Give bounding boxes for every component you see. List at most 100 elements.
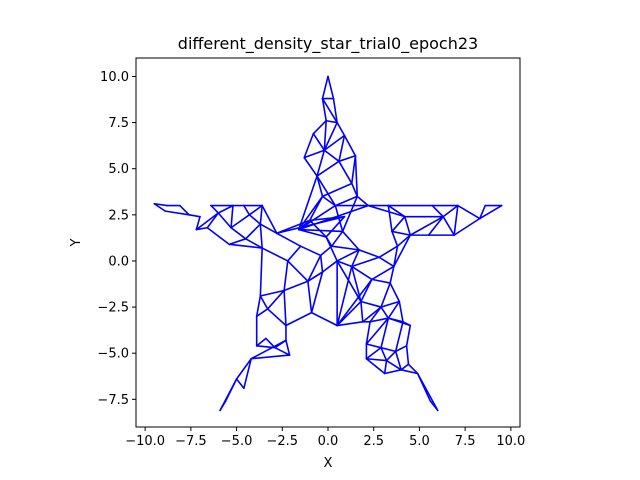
mesh-edge <box>391 230 412 236</box>
mesh-edge <box>323 119 327 152</box>
mesh-edge <box>312 132 326 152</box>
mesh-edge <box>259 247 263 297</box>
mesh-edge <box>307 254 322 283</box>
mesh-edge <box>230 204 234 229</box>
mesh-edge <box>453 217 481 236</box>
mesh-edge <box>356 195 370 207</box>
mesh-edge <box>250 354 291 360</box>
mesh-edge <box>308 219 327 238</box>
mesh-edge <box>206 212 220 229</box>
mesh-edge <box>367 204 406 218</box>
mesh-edge <box>310 271 324 314</box>
mesh-edge <box>261 204 278 235</box>
mesh-edge <box>303 149 326 159</box>
mesh-edge <box>255 337 267 347</box>
mesh-edge <box>285 311 313 327</box>
mesh-edge <box>365 317 390 345</box>
mesh-edge <box>394 350 402 371</box>
mesh-edge <box>369 306 382 323</box>
mesh-edge <box>286 260 309 283</box>
mesh-edge <box>393 245 399 268</box>
mesh-edge <box>334 195 359 207</box>
mesh-edge <box>336 278 373 327</box>
mesh-edge <box>343 134 357 157</box>
x-axis-ticks: −10.0 −7.5 −5.0 −2.5 0.0 2.5 5.0 7.5 10.0 <box>125 427 525 449</box>
mesh-edge <box>219 378 238 412</box>
mesh-edge <box>266 289 285 310</box>
mesh-edge <box>380 300 401 308</box>
mesh-edge <box>336 265 353 327</box>
mesh-edge <box>321 75 329 100</box>
mesh-edge <box>261 247 289 262</box>
mesh-edge <box>398 300 404 323</box>
mesh-edge <box>457 204 481 220</box>
mesh-edge <box>217 204 234 214</box>
mesh-edge <box>195 212 220 231</box>
mesh-edge <box>325 119 338 124</box>
mesh-edge <box>338 154 357 163</box>
mesh-edge <box>387 300 401 319</box>
mesh-edge <box>350 154 357 185</box>
y-tick-label: −7.5 <box>97 393 129 408</box>
x-axis-label: X <box>324 456 333 471</box>
mesh-edge <box>365 357 386 375</box>
mesh-edge <box>188 214 201 218</box>
mesh-edge <box>206 226 231 246</box>
mesh-edge <box>442 204 459 218</box>
mesh-edge <box>316 149 326 177</box>
mesh-edge <box>400 363 410 371</box>
y-tick-label: −5.0 <box>97 347 129 362</box>
mesh-edge <box>308 195 324 222</box>
mesh-edge <box>365 346 382 360</box>
mesh-edge <box>297 228 327 238</box>
mesh-edge <box>405 345 410 366</box>
mesh-edge <box>286 245 302 262</box>
mesh-edge <box>341 195 359 233</box>
x-tick-label: 5.0 <box>409 434 430 449</box>
mesh-edge <box>297 195 324 231</box>
mesh-edge <box>365 321 371 345</box>
mesh-edge <box>312 119 327 135</box>
mesh-edge <box>230 226 247 240</box>
mesh-edge <box>336 121 346 137</box>
mesh-edge <box>385 350 397 362</box>
mesh-edge <box>307 280 313 314</box>
mesh-edge <box>380 346 397 353</box>
y-axis-label: Y <box>69 238 84 247</box>
mesh-edge <box>274 346 291 356</box>
mesh-edge <box>380 282 391 308</box>
mesh-edge <box>478 204 487 220</box>
mesh-edge <box>387 317 412 327</box>
y-tick-label: 2.5 <box>108 208 129 223</box>
mesh-edge <box>259 223 278 235</box>
mesh-edge <box>389 265 395 284</box>
mesh-edge <box>369 317 390 323</box>
mesh-edge <box>394 321 404 353</box>
mesh-edge <box>153 202 167 212</box>
y-tick-label: 0.0 <box>108 254 129 269</box>
mesh-edge <box>283 260 289 292</box>
mesh-edge <box>393 234 412 268</box>
mesh-edge <box>259 289 285 297</box>
mesh-edge <box>303 156 318 177</box>
mesh-edge <box>228 238 247 246</box>
mesh-edge <box>275 215 346 235</box>
mesh-edge <box>350 256 381 268</box>
mesh-edge <box>255 295 262 318</box>
mesh-edge <box>405 324 412 347</box>
y-tick-label: 7.5 <box>108 116 129 131</box>
mesh-edge <box>338 160 353 185</box>
mesh-edge <box>248 214 262 225</box>
mesh-edge <box>235 357 252 380</box>
mesh-edge <box>316 160 340 177</box>
mesh-edge <box>327 75 335 100</box>
y-tick-label: −2.5 <box>97 301 129 316</box>
mesh-edge <box>365 343 382 349</box>
mesh-edge <box>361 306 382 323</box>
y-tick-label: 10.0 <box>100 70 129 85</box>
mesh-edge <box>319 254 324 273</box>
mesh-edge <box>259 204 263 225</box>
mesh-edge <box>297 175 318 231</box>
mesh-edge <box>330 245 360 251</box>
mesh-edge <box>235 378 245 390</box>
